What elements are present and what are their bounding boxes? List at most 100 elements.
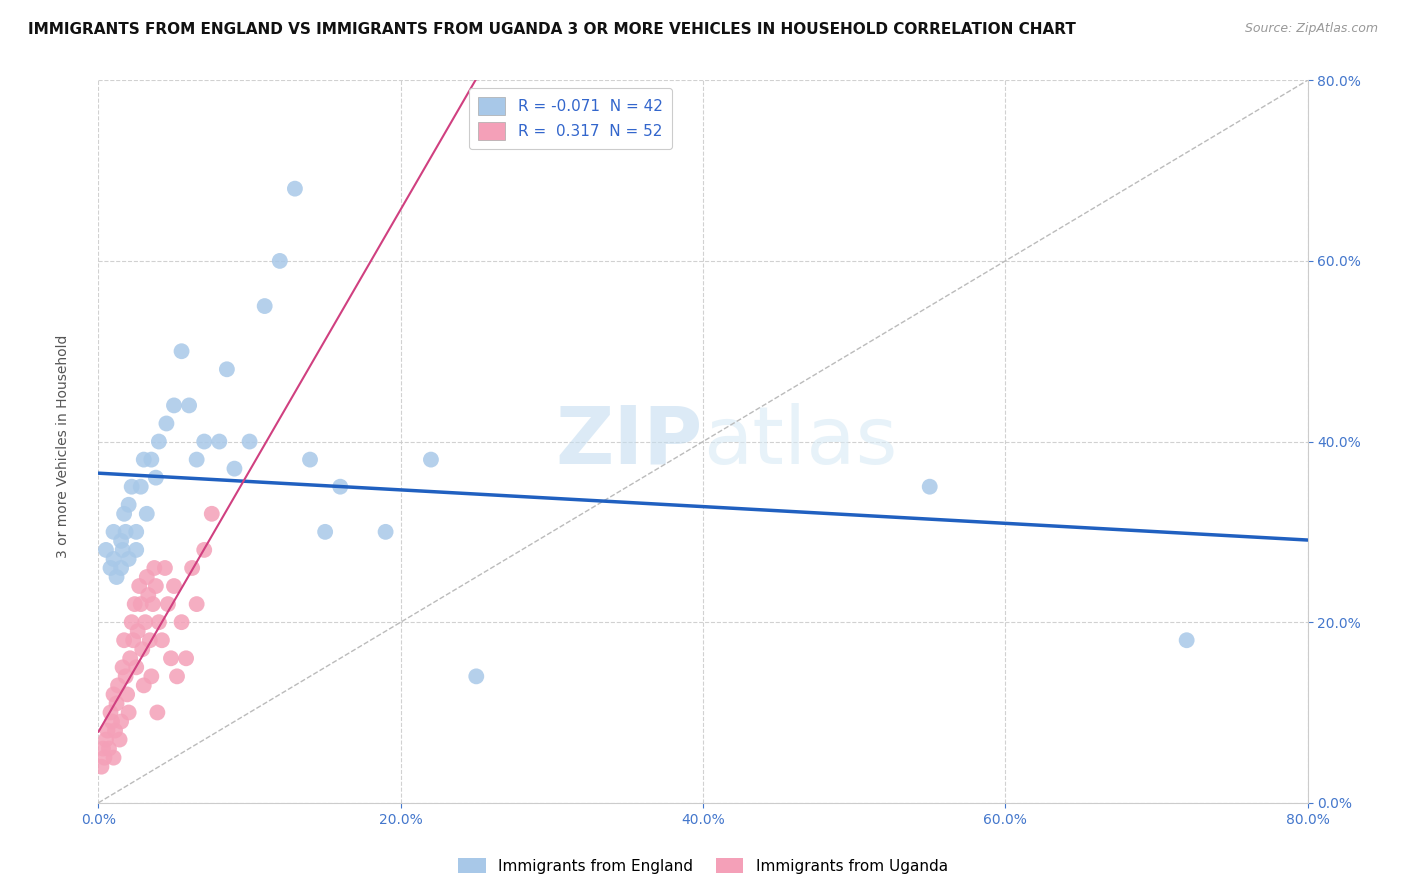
Point	[145, 579, 167, 593]
Point	[208, 434, 231, 449]
Point	[160, 651, 183, 665]
Point	[98, 741, 121, 756]
Point	[129, 597, 152, 611]
Point	[128, 579, 150, 593]
Point	[136, 588, 159, 602]
Point	[110, 714, 132, 729]
Point	[135, 507, 157, 521]
Point	[156, 597, 179, 611]
Point	[125, 660, 148, 674]
Text: atlas: atlas	[703, 402, 897, 481]
Point	[148, 434, 170, 449]
Point	[139, 633, 162, 648]
Point	[141, 669, 163, 683]
Point	[170, 615, 193, 630]
Point	[1175, 633, 1198, 648]
Point	[93, 750, 115, 764]
Point	[129, 480, 152, 494]
Point	[131, 642, 153, 657]
Point	[163, 398, 186, 412]
Point	[420, 452, 443, 467]
Point	[115, 687, 138, 701]
Point	[142, 597, 165, 611]
Point	[118, 498, 141, 512]
Point	[329, 480, 352, 494]
Point	[110, 533, 132, 548]
Point	[111, 660, 134, 674]
Point	[103, 687, 125, 701]
Point	[146, 706, 169, 720]
Point	[94, 732, 117, 747]
Point	[104, 723, 127, 738]
Point	[125, 524, 148, 539]
Point	[134, 615, 156, 630]
Point	[132, 452, 155, 467]
Point	[224, 461, 246, 475]
Point	[112, 507, 135, 521]
Point	[121, 615, 143, 630]
Point	[299, 452, 322, 467]
Point	[118, 706, 141, 720]
Point	[465, 669, 488, 683]
Point	[148, 615, 170, 630]
Point	[314, 524, 336, 539]
Point	[193, 542, 215, 557]
Point	[122, 633, 145, 648]
Point	[253, 299, 276, 313]
Point	[239, 434, 262, 449]
Point	[125, 542, 148, 557]
Text: ZIP: ZIP	[555, 402, 703, 481]
Text: 3 or more Vehicles in Household: 3 or more Vehicles in Household	[56, 334, 70, 558]
Point	[111, 542, 134, 557]
Point	[145, 471, 167, 485]
Point	[103, 750, 125, 764]
Point	[100, 706, 122, 720]
Point	[108, 732, 131, 747]
Point	[100, 561, 122, 575]
Point	[105, 697, 128, 711]
Point	[153, 561, 176, 575]
Point	[132, 678, 155, 692]
Point	[96, 723, 118, 738]
Point	[135, 570, 157, 584]
Point	[163, 579, 186, 593]
Point	[90, 760, 112, 774]
Point	[193, 434, 215, 449]
Point	[269, 254, 291, 268]
Point	[94, 542, 117, 557]
Legend: Immigrants from England, Immigrants from Uganda: Immigrants from England, Immigrants from…	[453, 852, 953, 880]
Point	[120, 651, 142, 665]
Point	[918, 480, 941, 494]
Point	[150, 633, 173, 648]
Point	[170, 344, 193, 359]
Point	[141, 452, 163, 467]
Point	[215, 362, 238, 376]
Point	[181, 561, 204, 575]
Point	[118, 552, 141, 566]
Point	[186, 597, 208, 611]
Point	[374, 524, 396, 539]
Point	[114, 669, 136, 683]
Point	[103, 524, 125, 539]
Point	[201, 507, 224, 521]
Text: Source: ZipAtlas.com: Source: ZipAtlas.com	[1244, 22, 1378, 36]
Point	[127, 624, 149, 639]
Point	[121, 480, 143, 494]
Legend: R = -0.071  N = 42, R =  0.317  N = 52: R = -0.071 N = 42, R = 0.317 N = 52	[468, 88, 672, 149]
Point	[155, 417, 177, 431]
Text: IMMIGRANTS FROM ENGLAND VS IMMIGRANTS FROM UGANDA 3 OR MORE VEHICLES IN HOUSEHOL: IMMIGRANTS FROM ENGLAND VS IMMIGRANTS FR…	[28, 22, 1076, 37]
Point	[103, 552, 125, 566]
Point	[91, 741, 114, 756]
Point	[105, 570, 128, 584]
Point	[110, 561, 132, 575]
Point	[112, 633, 135, 648]
Point	[166, 669, 188, 683]
Point	[107, 678, 129, 692]
Point	[124, 597, 146, 611]
Point	[101, 714, 124, 729]
Point	[284, 182, 307, 196]
Point	[174, 651, 197, 665]
Point	[114, 524, 136, 539]
Point	[143, 561, 166, 575]
Point	[186, 452, 208, 467]
